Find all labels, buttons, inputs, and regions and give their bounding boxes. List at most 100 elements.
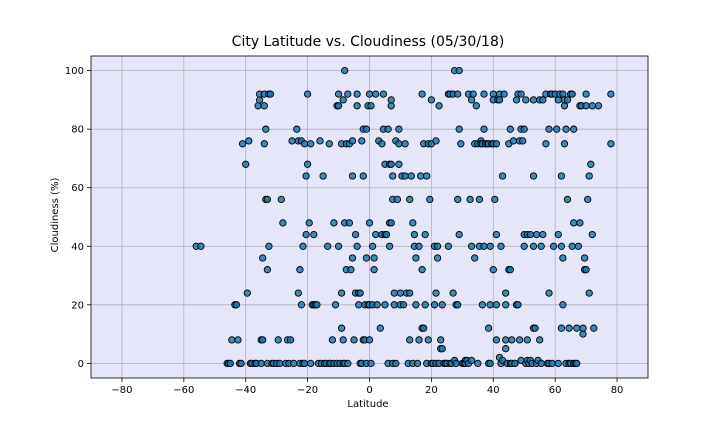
data-point [455, 125, 463, 133]
data-point [365, 336, 374, 344]
data-point [449, 289, 457, 297]
data-point [486, 359, 494, 368]
data-point [279, 219, 287, 227]
data-point [584, 195, 592, 204]
data-point [303, 90, 312, 98]
data-point [587, 160, 595, 168]
data-point [563, 96, 572, 104]
data-point [433, 254, 442, 262]
data-point [529, 172, 538, 180]
data-point [381, 301, 389, 309]
data-point [427, 96, 436, 104]
data-point [486, 242, 494, 250]
data-point [266, 90, 275, 98]
data-point [506, 266, 514, 274]
data-point [454, 301, 462, 309]
data-point [537, 242, 545, 250]
data-point [370, 254, 378, 262]
data-point [471, 254, 479, 262]
x-tick-label: 40 [487, 385, 500, 396]
data-point [413, 359, 422, 368]
data-point [514, 301, 522, 309]
data-point [376, 324, 384, 332]
data-point [508, 336, 516, 344]
data-point [492, 336, 501, 344]
data-point [423, 172, 431, 180]
data-point [539, 96, 547, 104]
data-point [262, 125, 270, 133]
data-point [297, 301, 306, 309]
data-point [345, 219, 354, 227]
data-point [424, 336, 432, 344]
data-point [560, 140, 569, 148]
data-point [444, 242, 453, 250]
data-point [347, 266, 355, 274]
data-point [237, 359, 245, 368]
data-point [594, 102, 603, 110]
x-tick-label: −40 [235, 385, 256, 396]
data-point [234, 336, 242, 344]
data-point [537, 359, 545, 368]
data-point [356, 289, 364, 297]
data-point [568, 242, 576, 250]
data-point [406, 289, 414, 297]
data-point [549, 242, 558, 250]
data-point [300, 140, 309, 148]
data-point [350, 336, 358, 344]
data-point [316, 137, 324, 145]
data-point [529, 96, 538, 104]
data-point [502, 345, 510, 353]
y-tick-label: 0 [78, 359, 84, 370]
data-point [495, 96, 504, 104]
data-point [452, 359, 460, 368]
data-point [319, 172, 327, 180]
data-point [478, 301, 487, 309]
data-point [588, 102, 596, 110]
data-point [502, 336, 510, 344]
data-point [302, 172, 310, 180]
data-point [531, 324, 539, 332]
data-point [562, 125, 570, 133]
data-point [378, 140, 386, 148]
data-point [353, 242, 361, 250]
x-tick-label: 60 [549, 385, 562, 396]
data-point [337, 324, 346, 332]
data-point [474, 359, 482, 368]
data-point [492, 140, 501, 148]
data-point [455, 66, 463, 75]
data-point [523, 336, 531, 344]
y-tick-label: 20 [71, 300, 84, 311]
data-point [390, 301, 398, 309]
data-point [526, 230, 535, 239]
data-point [395, 140, 403, 148]
data-point [365, 90, 374, 98]
data-point [367, 102, 375, 110]
data-point [539, 230, 547, 239]
data-point [331, 301, 340, 309]
data-point [406, 195, 414, 204]
data-point [226, 359, 234, 368]
data-point [407, 172, 415, 180]
data-point [437, 336, 445, 344]
data-point [341, 66, 349, 75]
data-point [254, 102, 262, 110]
data-point [509, 137, 518, 145]
data-point [238, 140, 247, 148]
data-point [351, 230, 360, 239]
data-point [348, 137, 357, 145]
data-point [406, 336, 414, 344]
data-point [475, 195, 484, 204]
data-point [395, 160, 403, 168]
data-point [265, 242, 273, 250]
data-point [263, 195, 272, 204]
data-point [492, 301, 501, 309]
data-point [557, 324, 566, 332]
data-point [480, 242, 488, 250]
data-point [574, 242, 583, 250]
data-point [554, 230, 562, 239]
data-point [588, 230, 596, 239]
data-point [520, 125, 528, 133]
data-point [370, 266, 378, 274]
chart-title: City Latitude vs. Cloudiness (05/30/18) [232, 34, 505, 50]
